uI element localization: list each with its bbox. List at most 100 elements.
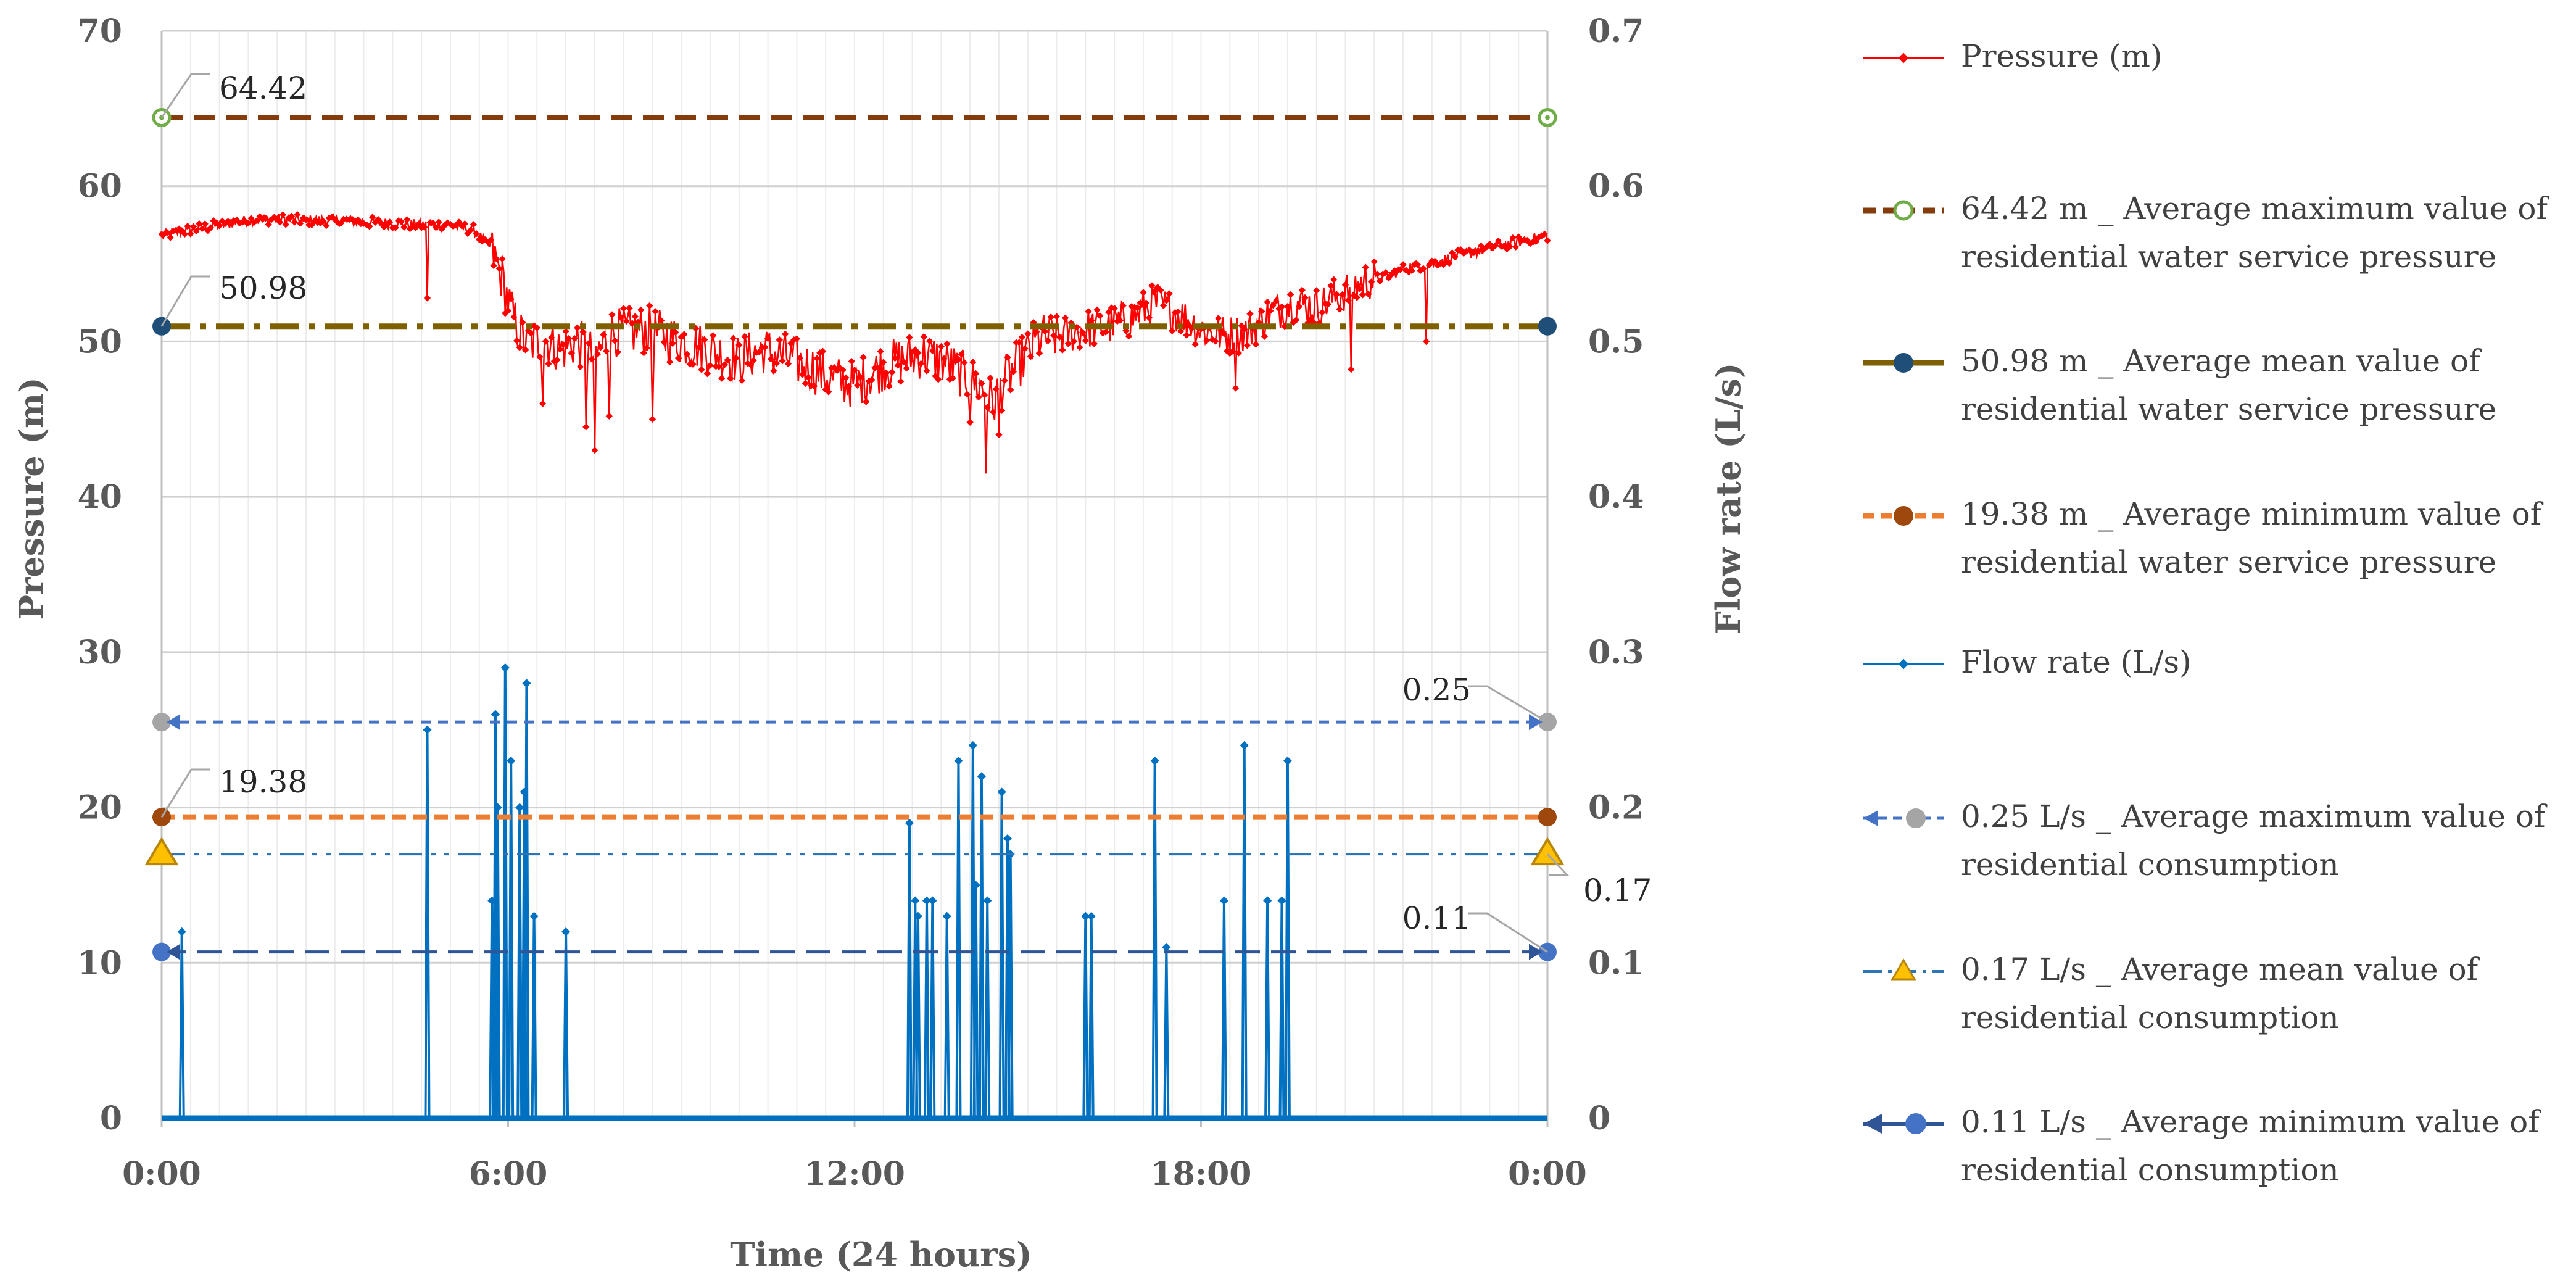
pressure-marker — [1494, 237, 1502, 245]
pressure-marker — [282, 221, 289, 228]
pressure-marker — [1356, 285, 1364, 292]
pressure-marker — [435, 218, 442, 226]
flow-rate-marker — [928, 896, 937, 905]
pressure-marker — [1339, 291, 1346, 299]
pressure-marker — [963, 391, 971, 398]
pressure-marker — [1475, 247, 1482, 254]
flow-rate-spike — [1220, 900, 1227, 1119]
pressure-marker — [966, 418, 974, 426]
legend-swatch-marker — [1898, 52, 1909, 64]
pressure-marker — [1341, 281, 1349, 289]
pressure-marker — [669, 339, 676, 347]
callout-leader — [160, 275, 210, 327]
pressure-marker — [1073, 323, 1080, 331]
pressure-marker — [863, 398, 870, 405]
legend-swatch-marker — [1906, 808, 1926, 828]
pressure-marker — [1267, 307, 1274, 315]
flow-rate-marker — [491, 710, 500, 719]
pressure-marker — [1177, 328, 1185, 335]
pressure-marker — [1079, 328, 1087, 336]
pressure-marker — [848, 357, 855, 365]
pressure-marker — [1298, 286, 1306, 294]
pressure-marker — [764, 334, 772, 342]
flow-rate-marker — [911, 896, 920, 905]
pressure-marker — [727, 375, 734, 382]
pressure-marker — [796, 354, 803, 362]
pressure-marker — [987, 375, 994, 382]
flow-rate-marker — [1003, 834, 1013, 843]
y-left-tick-label: 70 — [78, 12, 122, 50]
pressure-marker — [1001, 376, 1008, 384]
pressure-marker — [1373, 270, 1381, 278]
pressure-marker — [1376, 277, 1384, 285]
legend-label: Flow rate (L/s) — [1961, 644, 2192, 680]
pressure-marker — [666, 358, 674, 366]
pressure-marker — [1324, 301, 1332, 308]
pressure-marker — [1082, 337, 1089, 344]
legend-label: residential water service pressure — [1961, 391, 2496, 427]
pressure-marker — [1009, 368, 1017, 376]
pressure-marker — [1160, 302, 1167, 309]
pressure-marker — [672, 329, 679, 336]
y-right-tick-label: 0.2 — [1588, 789, 1644, 827]
pressure-marker — [1446, 260, 1453, 267]
pressure-marker — [799, 371, 806, 378]
pressure-marker — [793, 335, 801, 342]
pressure-marker — [978, 380, 985, 387]
flow-rate-spike — [998, 792, 1005, 1119]
pressure-marker — [1232, 384, 1240, 392]
flow-rate-marker — [1162, 943, 1171, 952]
pressure-marker — [845, 383, 853, 390]
pressure-marker — [499, 255, 506, 263]
pressure-marker — [1125, 333, 1133, 340]
pressure-marker — [1348, 366, 1355, 373]
pressure-marker — [880, 359, 887, 366]
pressure-marker — [533, 324, 540, 331]
legend-swatch-marker — [1893, 200, 1914, 221]
pressure-marker — [470, 221, 478, 228]
flow-rate-spike — [906, 823, 913, 1119]
pressure-marker — [1070, 338, 1078, 345]
pressure-marker — [432, 224, 440, 231]
flow-rate-marker — [515, 803, 524, 812]
callout-leader — [1468, 685, 1548, 723]
pressure-marker — [423, 294, 431, 302]
legend-swatch-marker — [1905, 1113, 1926, 1134]
pressure-marker — [1258, 307, 1265, 315]
flow-rate-marker — [500, 663, 510, 673]
legend-label: 0.17 L/s _ Average mean value of — [1961, 952, 2480, 987]
pressure-marker — [842, 374, 850, 381]
pressure-marker — [1174, 308, 1182, 315]
pressure-marker — [940, 355, 948, 362]
pressure-marker — [660, 338, 668, 346]
gridlines — [161, 30, 1548, 1119]
pressure-marker — [461, 220, 468, 228]
pressure-marker — [741, 333, 748, 340]
pressure-marker — [906, 334, 913, 341]
pressure-marker — [1336, 305, 1343, 313]
flow-rate-spike — [978, 776, 985, 1119]
x-tick-label: 0:00 — [122, 1155, 201, 1193]
pressure-marker — [545, 360, 552, 368]
pressure-marker — [1018, 333, 1026, 341]
callout-label: 64.42 — [219, 70, 307, 106]
pressure-marker — [602, 347, 610, 355]
pressure-marker — [920, 333, 927, 341]
pressure-marker — [513, 337, 521, 344]
x-axis-title: Time (24 hours) — [730, 1235, 1032, 1274]
pressure-marker — [164, 229, 172, 236]
pressure-marker — [262, 214, 270, 222]
pressure-marker — [980, 391, 988, 399]
pressure-marker — [591, 446, 598, 454]
legend-swatch-marker — [1894, 506, 1913, 526]
pressure-marker — [1042, 328, 1049, 335]
pressure-marker — [504, 307, 512, 315]
pressure-marker — [1085, 308, 1092, 315]
pressure-marker — [859, 354, 867, 361]
pressure-marker — [1229, 347, 1236, 355]
legend-swatch-marker — [1898, 658, 1909, 670]
pressure-marker — [1212, 338, 1219, 345]
pressure-marker — [265, 221, 272, 228]
pressure-marker — [1301, 294, 1309, 302]
flow-rate-marker — [968, 740, 977, 750]
